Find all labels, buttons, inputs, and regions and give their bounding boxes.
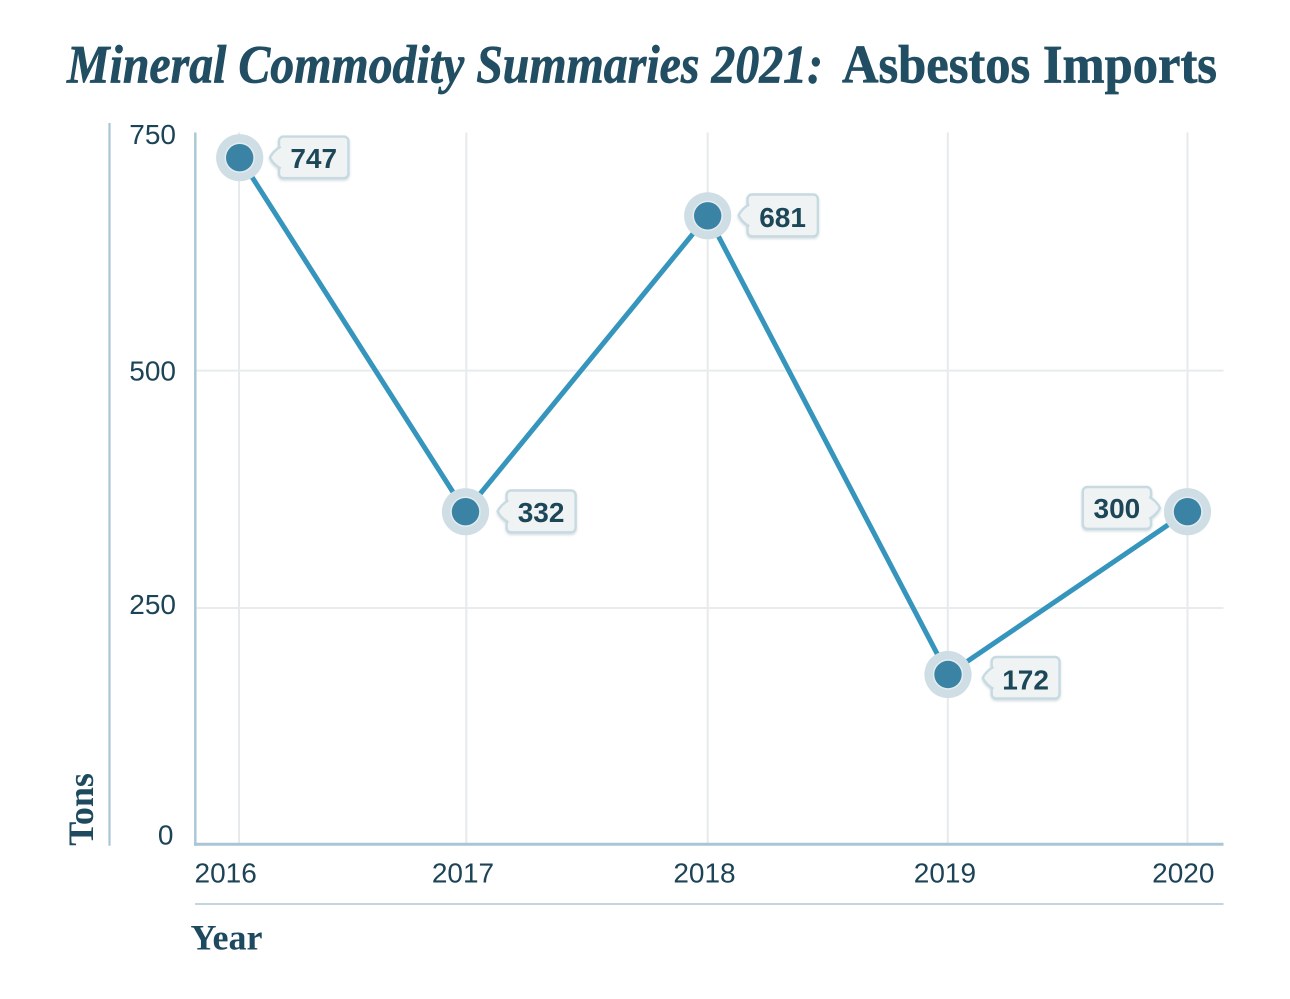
svg-text:250: 250 (129, 589, 176, 620)
svg-text:2016: 2016 (195, 858, 257, 889)
svg-text:750: 750 (129, 119, 176, 150)
svg-text:Year: Year (191, 917, 263, 957)
svg-text:2018: 2018 (673, 858, 735, 889)
svg-text:2020: 2020 (1152, 858, 1214, 889)
svg-text:300: 300 (1094, 493, 1141, 524)
svg-text:172: 172 (1002, 664, 1049, 695)
svg-text:Mineral Commodity Summaries 20: Mineral Commodity Summaries 2021: (66, 35, 823, 95)
svg-text:332: 332 (518, 497, 565, 528)
svg-text:Asbestos Imports: Asbestos Imports (842, 35, 1217, 95)
svg-text:Tons: Tons (61, 773, 101, 846)
svg-text:747: 747 (290, 143, 337, 174)
svg-text:2017: 2017 (432, 858, 494, 889)
svg-text:681: 681 (759, 202, 806, 233)
svg-text:2019: 2019 (914, 858, 976, 889)
svg-text:0: 0 (158, 819, 174, 850)
svg-text:500: 500 (129, 356, 176, 387)
